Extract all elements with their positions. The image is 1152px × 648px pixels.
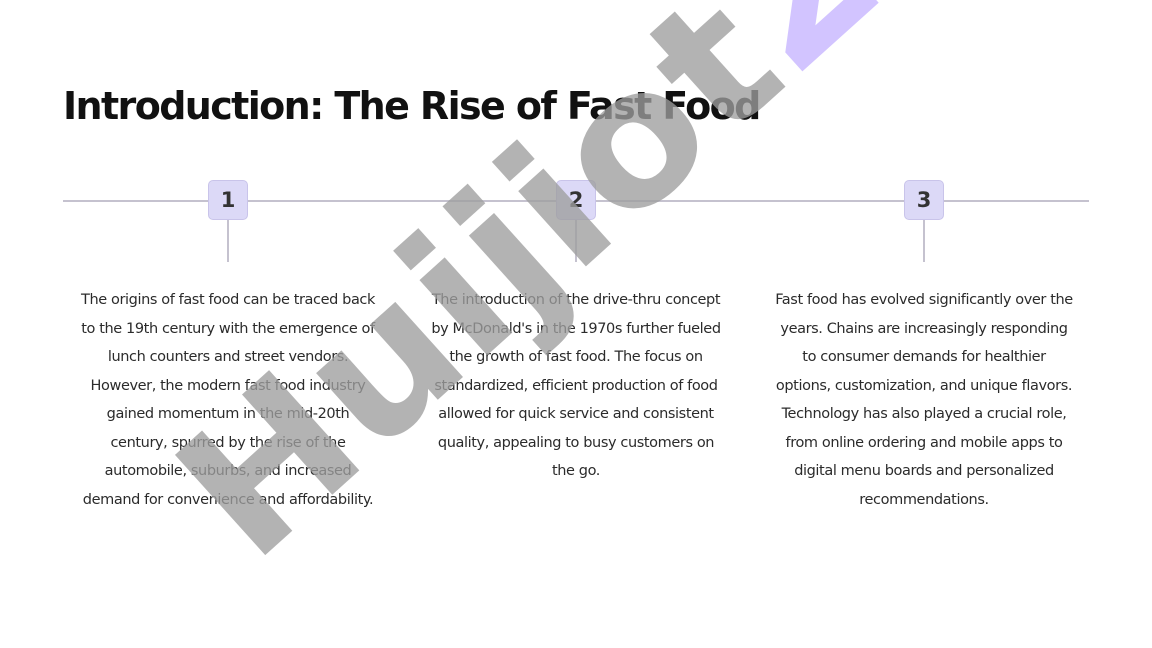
timeline-step-3: 3: [904, 180, 944, 262]
step-number-badge: 2: [556, 180, 596, 220]
timeline-step-1: 1: [208, 180, 248, 262]
step-connector: [227, 220, 229, 262]
step-3-description: Fast food has evolved significantly over…: [775, 292, 1073, 508]
step-1-description: The origins of fast food can be traced b…: [81, 292, 375, 508]
step-2-description: The introduction of the drive-thru conce…: [431, 292, 721, 479]
step-connector: [923, 220, 925, 262]
step-number-badge: 1: [208, 180, 248, 220]
step-connector: [575, 220, 577, 262]
slide-title: Introduction: The Rise of Fast Food: [63, 84, 761, 128]
timeline-step-2: 2: [556, 180, 596, 262]
step-number-badge: 3: [904, 180, 944, 220]
